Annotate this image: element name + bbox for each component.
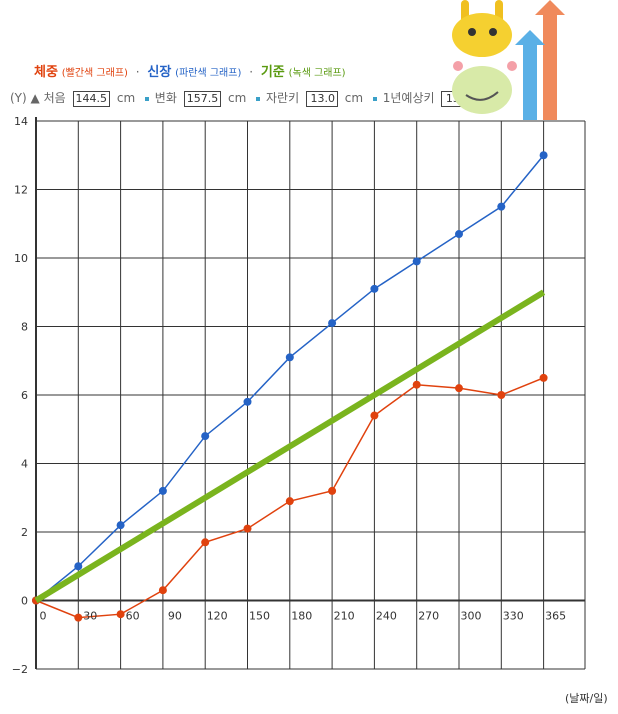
- legend-separator: ·: [249, 65, 254, 79]
- predicted-height-label: 1년예상키: [382, 91, 435, 105]
- weight-point: [285, 497, 294, 506]
- height-point: [497, 202, 506, 211]
- input-row: (Y) ▲ 처음 144.5 cm 변화 157.5 cm 자란키 13.0 c…: [10, 89, 498, 107]
- y-tick-label: 2: [21, 526, 28, 539]
- x-tick-label: 365: [545, 610, 566, 623]
- giraffe-mascot-icon: [452, 0, 565, 120]
- height-point: [412, 257, 421, 266]
- bullet-icon: [372, 96, 377, 101]
- legend: 체중 (빨간색 그래프) · 신장 (파란색 그래프) · 기준 (녹색 그래프…: [34, 61, 346, 80]
- y-tick-label: 4: [21, 458, 28, 471]
- x-tick-label: 120: [207, 610, 228, 623]
- changed-height-unit: cm: [228, 91, 247, 105]
- legend-height-label: 신장: [147, 65, 172, 80]
- y-tick-label: 14: [14, 115, 28, 128]
- first-height-unit: cm: [116, 91, 136, 105]
- legend-weight-label: 체중: [34, 65, 58, 80]
- height-point: [116, 521, 125, 530]
- weight-point: [116, 610, 125, 619]
- x-tick-label: 60: [126, 610, 140, 623]
- grown-height-field[interactable]: 13.0: [305, 91, 338, 107]
- y-tick-label: 0: [21, 595, 28, 608]
- y-tick-label: 10: [14, 252, 28, 265]
- axes: [35, 117, 585, 669]
- y-axis-arrow-icon: ▲: [30, 91, 40, 105]
- legend-separator: ·: [135, 65, 140, 79]
- x-tick-label: 300: [461, 610, 482, 623]
- y-tick-label: 8: [21, 321, 28, 334]
- height-point: [201, 432, 210, 441]
- x-tick-label: 270: [418, 610, 439, 623]
- height-point: [158, 486, 167, 495]
- height-point: [370, 284, 379, 293]
- tick-labels: −2 0 2 4 6 8 10 12 14 0 30 60 90 120 150 180 210 240 270 30…: [12, 115, 566, 676]
- y-tick-label: 6: [21, 389, 28, 402]
- height-point: [455, 230, 463, 239]
- x-tick-label: 330: [503, 610, 524, 623]
- weight-point: [243, 524, 252, 533]
- weight-point: [201, 538, 210, 547]
- changed-height-label: 변화: [154, 91, 177, 105]
- legend-height-sub: (파란색 그래프): [175, 68, 242, 79]
- y-axis-label: (Y): [10, 91, 27, 105]
- weight-point: [412, 380, 421, 389]
- series-layer: [32, 151, 548, 622]
- bullet-icon: [256, 96, 261, 101]
- weight-point: [328, 486, 337, 495]
- weight-point: [497, 391, 506, 399]
- x-tick-label: 240: [376, 610, 397, 623]
- weight-point: [370, 411, 379, 420]
- first-height-label: 처음: [43, 91, 66, 105]
- bullet-icon: [144, 96, 149, 101]
- x-tick-label: 180: [291, 610, 312, 623]
- x-tick-label: 90: [168, 610, 182, 623]
- legend-standard-label: 기준: [260, 65, 285, 80]
- x-tick-label: 210: [334, 610, 355, 623]
- grown-height-unit: cm: [344, 91, 364, 105]
- changed-height-field[interactable]: 157.5: [183, 91, 222, 107]
- height-point: [328, 319, 337, 328]
- x-axis-unit-label: (날짜/일): [565, 692, 608, 705]
- x-tick-label: 0: [40, 610, 47, 623]
- legend-weight-sub: (빨간색 그래프): [61, 68, 128, 79]
- height-point: [74, 562, 83, 571]
- y-tick-label: −2: [12, 663, 28, 676]
- weight-point: [455, 384, 463, 393]
- height-point: [539, 151, 548, 160]
- y-tick-label: 12: [14, 184, 28, 197]
- x-tick-label: 150: [249, 610, 270, 623]
- weight-point: [539, 373, 548, 382]
- standard-line: [34, 289, 546, 604]
- height-point: [243, 397, 252, 406]
- grown-height-label: 자란키: [266, 91, 300, 105]
- weight-point: [74, 613, 83, 622]
- legend-standard-sub: (녹색 그래프): [288, 68, 346, 79]
- x-tick-label: 30: [83, 610, 97, 623]
- grid: [36, 120, 586, 670]
- first-height-field[interactable]: 144.5: [72, 91, 111, 107]
- weight-point: [158, 586, 167, 595]
- height-point: [285, 353, 294, 362]
